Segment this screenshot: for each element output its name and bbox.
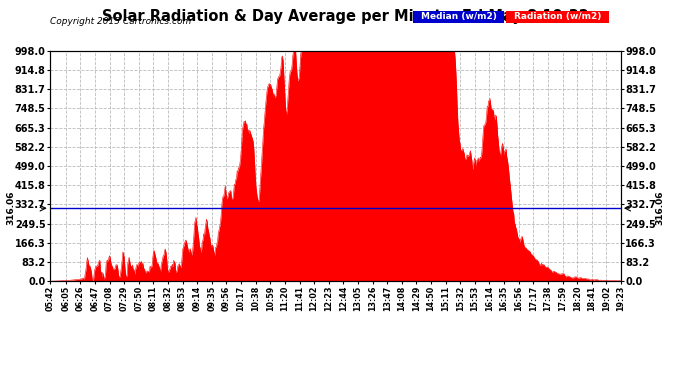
Text: 316.06: 316.06	[6, 191, 15, 225]
Text: Radiation (w/m2): Radiation (w/m2)	[514, 12, 601, 21]
Text: Solar Radiation & Day Average per Minute  Fri May 8 19:32: Solar Radiation & Day Average per Minute…	[101, 9, 589, 24]
Text: Copyright 2015 Cartronics.com: Copyright 2015 Cartronics.com	[50, 17, 192, 26]
Text: Median (w/m2): Median (w/m2)	[421, 12, 496, 21]
Text: 316.06: 316.06	[656, 191, 664, 225]
